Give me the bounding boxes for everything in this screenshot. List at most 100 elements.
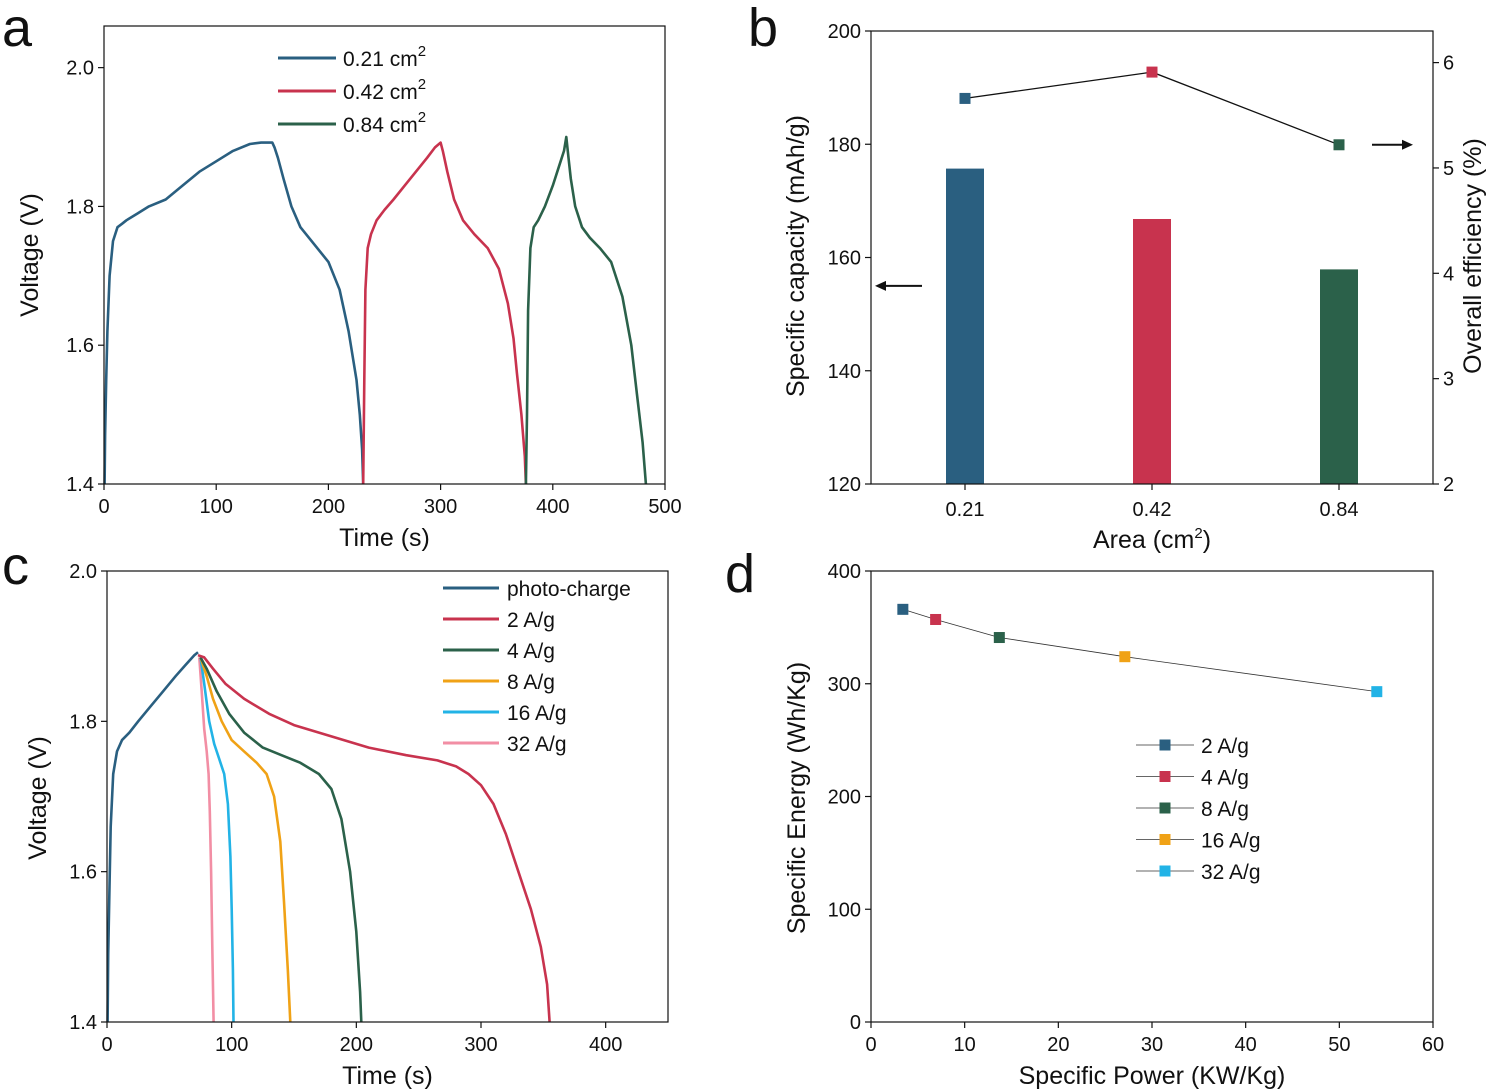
data-point <box>993 632 1005 644</box>
b-ytick-right-label: 5 <box>1443 158 1454 180</box>
a-xtick-label: 100 <box>200 496 233 518</box>
d-ytick-label: 400 <box>828 561 861 583</box>
legend-label: 16 A/g <box>1201 830 1261 853</box>
capacity-bar <box>1133 218 1171 484</box>
legend-label: 2 A/g <box>507 609 555 632</box>
series-line <box>103 141 365 485</box>
b-ytick-right-label: 4 <box>1443 263 1454 285</box>
legend-label: 0.42 cm2 <box>343 76 426 104</box>
d-xtick-label: 50 <box>1328 1034 1350 1056</box>
c-xtick-label: 300 <box>464 1034 497 1056</box>
legend-label: 4 A/g <box>507 640 555 663</box>
b-xtick-label: 0.84 <box>1320 499 1359 521</box>
a-xtick-label: 500 <box>648 496 681 518</box>
c-xtick-label: 400 <box>589 1034 622 1056</box>
b-xtick-label: 0.21 <box>946 499 985 521</box>
data-point <box>897 603 909 615</box>
c-xtick-label: 200 <box>340 1034 373 1056</box>
c-ytick-label: 1.8 <box>69 711 97 733</box>
d-ytick-label: 0 <box>850 1012 861 1034</box>
legend-c: photo-charge 2 A/g 4 A/g 8 A/g 16 A/g 32 A/g <box>443 578 631 756</box>
legend-label: 16 A/g <box>507 702 567 725</box>
d-ytick-label: 100 <box>828 899 861 921</box>
panel-d: 0 10 20 30 40 50 60 0 100 200 300 400 Specific Power… <box>783 561 1444 1090</box>
legend-swatch-marker <box>1159 865 1171 877</box>
d-ytick-label: 200 <box>828 787 861 809</box>
series-line <box>106 651 199 1023</box>
d-xtick-label: 10 <box>954 1034 976 1056</box>
a-ytick-label: 1.8 <box>66 196 94 218</box>
c-ytick-label: 1.6 <box>69 862 97 884</box>
panel-label-b: b <box>748 0 778 58</box>
connecting-line <box>902 608 1377 692</box>
data-point <box>1371 686 1383 698</box>
legend-label: 32 A/g <box>507 733 567 756</box>
panel-label-c: c <box>2 536 29 596</box>
legend-label: 32 A/g <box>1201 861 1261 884</box>
b-ytick-label: 160 <box>828 248 861 270</box>
d-xtick-label: 30 <box>1141 1034 1163 1056</box>
data-point <box>1119 651 1131 663</box>
plot-area-a <box>103 25 666 485</box>
a-ytick-label: 1.4 <box>66 474 94 496</box>
a-xtick-label: 300 <box>424 496 457 518</box>
series-line <box>199 656 363 1023</box>
legend-swatch-marker <box>1159 771 1171 782</box>
b-ytick-label: 200 <box>828 21 861 43</box>
b-ytick-right-label: 2 <box>1443 474 1454 496</box>
c-xtick-label: 0 <box>101 1034 112 1056</box>
legend-label: 0.84 cm2 <box>343 109 426 137</box>
capacity-bar <box>1320 269 1358 484</box>
y-axis-label: Specific Energy (Wh/Kg) <box>783 662 811 934</box>
arrow-left-head <box>875 280 886 291</box>
c-ytick-label: 2.0 <box>69 561 97 583</box>
efficiency-marker <box>1146 66 1158 78</box>
series-line <box>197 653 551 1023</box>
legend-a: 0.21 cm2 0.42 cm2 0.84 cm2 <box>278 43 426 137</box>
legend-swatch-marker <box>1159 834 1171 845</box>
legend-swatch-marker <box>1159 739 1171 751</box>
d-xtick-label: 60 <box>1422 1034 1444 1056</box>
a-xtick-label: 200 <box>312 496 345 518</box>
b-ytick-right-label: 3 <box>1443 369 1454 391</box>
d-xtick-label: 20 <box>1047 1034 1069 1056</box>
y-axis-label: Voltage (V) <box>24 736 52 860</box>
d-ytick-label: 300 <box>828 674 861 696</box>
b-ytick-label: 140 <box>828 361 861 383</box>
efficiency-line <box>964 71 1340 146</box>
legend-label: 0.21 cm2 <box>343 43 426 71</box>
b-ytick-label: 180 <box>828 134 861 156</box>
plot-area-c <box>106 570 669 1023</box>
d-xtick-label: 0 <box>865 1034 876 1056</box>
legend-label: 8 A/g <box>1201 798 1249 821</box>
series-line <box>361 141 528 485</box>
series-line <box>524 135 648 485</box>
arrow-right-head <box>1402 139 1413 150</box>
b-ytick-right-label: 6 <box>1443 53 1454 75</box>
panel-label-a: a <box>2 0 33 58</box>
legend-label: 8 A/g <box>507 671 555 694</box>
d-xtick-label: 40 <box>1235 1034 1257 1056</box>
legend-label: photo-charge <box>507 578 631 601</box>
panel-c: 0 100 200 300 400 1.4 1.6 1.8 2.0 Time (s) Voltage… <box>24 561 669 1090</box>
b-xtick-label: 0.42 <box>1133 499 1172 521</box>
a-xtick-label: 400 <box>536 496 569 518</box>
b-ytick-label: 120 <box>828 474 861 496</box>
x-axis-label: Time (s) <box>342 1062 433 1090</box>
plot-area-d <box>870 570 1434 1023</box>
legend-swatch-marker <box>1159 802 1171 814</box>
x-axis-label: Time (s) <box>339 524 430 552</box>
efficiency-marker <box>1333 139 1345 151</box>
series-line <box>198 657 215 1023</box>
y-axis-label-left: Specific capacity (mAh/g) <box>782 115 810 397</box>
legend-label: 4 A/g <box>1201 767 1249 790</box>
panel-a: 0 100 200 300 400 500 1.4 1.6 1.8 2.0 Time (s) Volt… <box>16 25 682 552</box>
a-ytick-label: 2.0 <box>66 58 94 80</box>
x-axis-label: Area (cm2) <box>1093 525 1211 554</box>
legend-label: 2 A/g <box>1201 735 1249 758</box>
series-line <box>199 656 292 1023</box>
a-xtick-label: 0 <box>98 496 109 518</box>
a-ytick-label: 1.6 <box>66 335 94 357</box>
x-axis-label: Specific Power (KW/Kg) <box>1019 1062 1286 1090</box>
